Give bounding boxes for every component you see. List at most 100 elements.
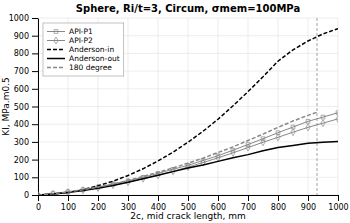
legend-label: 180 degree (69, 63, 112, 72)
y-tick-mark (32, 89, 38, 90)
y-tick: 400 (14, 120, 38, 129)
x-tick-label: 200 (91, 203, 106, 212)
y-tick: 600 (14, 85, 38, 94)
x-tick: 0 (36, 195, 41, 212)
x-tick-mark (338, 195, 339, 201)
plot: 0 100 200 300 400 500 600 700 800 900 1000 0 100 200 3… (9, 14, 349, 212)
legend-label: Anderson-in (69, 45, 114, 54)
legend-swatch (47, 58, 65, 60)
series-line (38, 142, 338, 195)
legend-item: 180 degree (47, 63, 112, 72)
x-tick-label: 1000 (328, 203, 348, 212)
series-line (38, 29, 338, 195)
y-tick-mark (32, 18, 38, 19)
x-axis-title: 2c, mid crack length, mm (130, 211, 245, 221)
y-tick-mark (32, 53, 38, 54)
legend-swatch (47, 49, 65, 51)
legend-marker (54, 30, 58, 34)
x-tick-mark (218, 195, 219, 201)
data (38, 18, 338, 195)
y-tick-label: 500 (14, 103, 29, 112)
marker (276, 134, 280, 141)
marker (231, 149, 235, 156)
x-tick-mark (98, 195, 99, 201)
legend-swatch (47, 40, 65, 41)
x-tick-label: 800 (271, 203, 286, 212)
y-tick-label: 200 (14, 156, 29, 165)
series-line (38, 113, 338, 195)
legend-item: API-P1 (47, 27, 93, 36)
x-tick: 600 (211, 195, 226, 212)
marker (336, 115, 338, 122)
y-tick-label: 0 (24, 191, 29, 200)
x-axis: 0 100 200 300 400 500 600 700 800 900 1000 (36, 195, 349, 212)
grid-line-y (38, 88, 338, 89)
grid-line-y (38, 106, 338, 107)
y-tick: 1000 (9, 14, 38, 23)
x-tick-mark (278, 195, 279, 201)
y-tick-mark (32, 177, 38, 178)
x-tick: 900 (301, 195, 316, 212)
x-tick-mark (158, 195, 159, 201)
y-tick-mark (32, 36, 38, 37)
x-tick: 500 (181, 195, 196, 212)
legend-item: Anderson-in (47, 45, 114, 54)
y-tick: 900 (14, 32, 38, 41)
grid-line-y (38, 159, 338, 160)
x-tick: 400 (151, 195, 166, 212)
x-tick: 100 (61, 195, 76, 212)
series-line (38, 112, 317, 195)
y-tick: 800 (14, 49, 38, 58)
marker (306, 119, 310, 123)
y-axis: 0 100 200 300 400 500 600 700 800 900 1000 (9, 14, 39, 200)
legend-item: Anderson-out (47, 54, 120, 63)
x-tick: 700 (241, 195, 256, 212)
y-tick-label: 300 (14, 138, 29, 147)
title: Sphere, Ri/t=3, Circum, σmem=100MPa (76, 3, 300, 14)
y-tick-label: 1000 (9, 14, 29, 23)
vertical-line (317, 18, 318, 195)
x-tick-mark (308, 195, 309, 201)
legend-label: API-P2 (69, 36, 93, 45)
series-line (38, 119, 338, 195)
grid (38, 18, 338, 195)
x-tick-label: 0 (36, 203, 41, 212)
y-tick-mark (32, 124, 38, 125)
y-tick: 500 (14, 103, 38, 112)
y-tick-mark (32, 71, 38, 72)
legend-box (43, 23, 124, 76)
y-tick: 0 (24, 191, 38, 200)
y-tick-mark (32, 195, 38, 196)
marker (306, 124, 310, 131)
y-tick: 300 (14, 138, 38, 147)
x-tick-label: 100 (61, 203, 76, 212)
y-tick-mark (32, 160, 38, 161)
x-tick-label: 900 (301, 203, 316, 212)
x-tick: 800 (271, 195, 286, 212)
grid-line-y (38, 124, 338, 125)
legend-swatch (47, 67, 65, 69)
marker (261, 139, 265, 146)
legend-marker (54, 37, 58, 44)
x-tick: 300 (121, 195, 136, 212)
legend: API-P1API-P2Anderson-inAnderson-out180 d… (43, 23, 124, 76)
y-tick-label: 100 (14, 173, 29, 182)
y-tick: 700 (14, 67, 38, 76)
legend-swatch (47, 31, 65, 32)
legend-label: API-P1 (69, 27, 93, 36)
y-axis-line (38, 19, 39, 196)
y-tick-label: 700 (14, 67, 29, 76)
y-tick: 200 (14, 156, 38, 165)
y-tick-mark (32, 107, 38, 108)
y-tick-label: 400 (14, 120, 29, 129)
legend-item: API-P2 (47, 36, 93, 45)
chart: 0 100 200 300 400 500 600 700 800 900 1000 0 100 200 3… (0, 0, 350, 223)
grid-line-y (38, 141, 338, 142)
x-tick: 1000 (328, 195, 348, 212)
grid-line-y (38, 18, 338, 19)
x-tick-mark (128, 195, 129, 201)
y-axis-title: KI, MPa.m0.5 (1, 77, 11, 136)
y-tick-mark (32, 142, 38, 143)
y-tick-label: 800 (14, 49, 29, 58)
grid-line-y (38, 177, 338, 178)
